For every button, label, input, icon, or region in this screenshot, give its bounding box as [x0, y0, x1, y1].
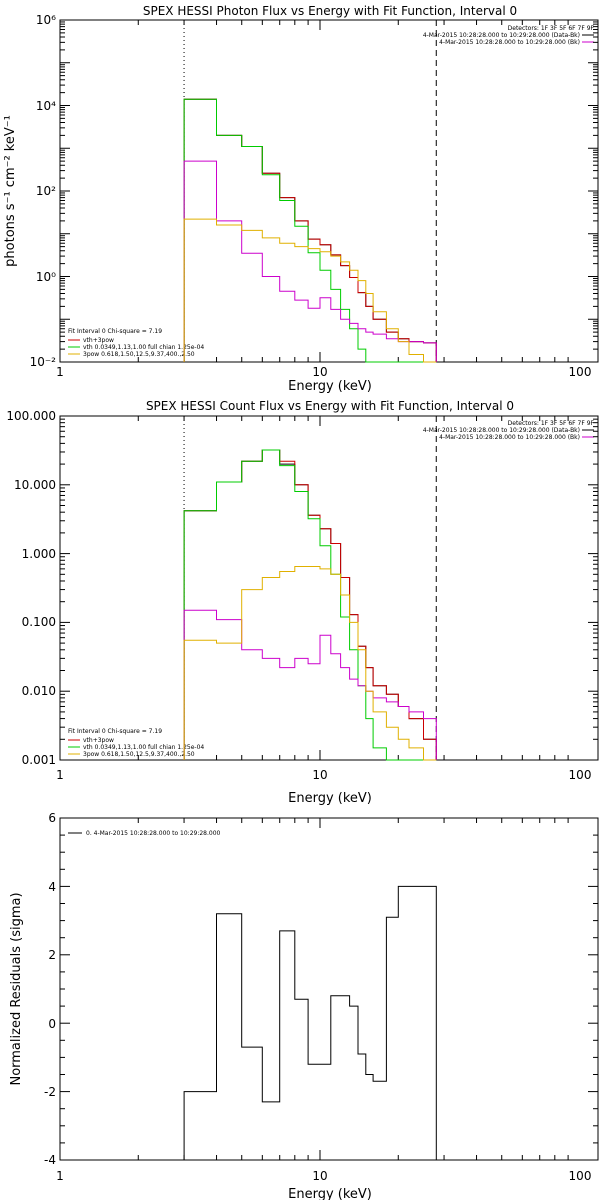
legend-entry: vth+3pow [83, 737, 114, 744]
y-tick-label: 10² [36, 184, 56, 198]
chart-title: SPEX HESSI Count Flux vs Energy with Fit… [146, 399, 514, 413]
y-tick-label: 6 [48, 811, 56, 825]
fit-legend: Fit Interval 0 Chi-square = 7.19 vth+3po… [68, 728, 204, 758]
x-tick-label: 10 [312, 1169, 327, 1183]
fit-legend: Fit Interval 0 Chi-square = 7.19 vth+3po… [68, 328, 204, 358]
x-tick-label: 100 [569, 1169, 592, 1183]
spectrum-series-2 [183, 449, 437, 761]
y-tick-label: 4 [48, 880, 56, 894]
y-tick-label: 10⁰ [36, 270, 56, 284]
legend-entry: 0. 4-Mar-2015 10:28:28.000 to 10:29:28.0… [86, 830, 221, 837]
spectrum-series-1 [183, 98, 437, 362]
y-tick-label: -2 [44, 1085, 56, 1099]
x-tick-label: 10 [312, 768, 327, 782]
x-tick-label: 1 [56, 768, 64, 782]
data-interval-text: 4-Mar-2015 10:28:28.000 to 10:29:28.000 … [423, 32, 580, 39]
spectrum-series-2 [183, 98, 437, 363]
x-axis-label: Energy (keV) [288, 791, 372, 806]
y-axis-label: Normalized Residuals (sigma) [9, 892, 24, 1085]
detectors-text: Detectors: 1F 3F 5F 6F 7F 9F [508, 420, 595, 427]
y-tick-label: 10.000 [14, 478, 56, 492]
y-tick-label: -4 [44, 1153, 56, 1167]
legend-entry: vth 0.0349,1.13,1.00 full chian 1.25e-04 [83, 344, 204, 351]
y-tick-label: 10⁶ [36, 13, 56, 27]
info-block: Detectors: 1F 3F 5F 6F 7F 9F 4-Mar-2015 … [423, 25, 595, 46]
y-tick-label: 0 [48, 1017, 56, 1031]
y-tick-label: 0.001 [22, 753, 56, 767]
chart-photon-flux: SPEX HESSI Photon Flux vs Energy with Fi… [3, 4, 599, 394]
spectrum-series-0 [183, 885, 437, 1160]
legend-entry: 3pow 0.618,1.50,12.5,9.37,400.,2.50 [83, 351, 195, 358]
legend-entry: vth 0.0349,1.13,1.00 full chian 1.25e-04 [83, 744, 204, 751]
chart-residuals: Energy (keV) Normalized Residuals (sigma… [9, 811, 599, 1200]
y-tick-label: 10⁻² [30, 355, 57, 369]
y-tick-label: 2 [48, 948, 56, 962]
x-tick-label: 10 [312, 365, 327, 379]
y-tick-label: 0.100 [22, 615, 56, 629]
chart-title: SPEX HESSI Photon Flux vs Energy with Fi… [143, 4, 517, 18]
x-tick-label: 1 [56, 365, 64, 379]
bk-interval-text: 4-Mar-2015 10:28:28.000 to 10:29:28.000 … [439, 434, 580, 441]
y-tick-label: 0.010 [22, 684, 56, 698]
fit-interval-text: Fit Interval 0 Chi-square = 7.19 [68, 728, 162, 735]
legend-entry: 3pow 0.618,1.50,12.5,9.37,400.,2.50 [83, 751, 195, 758]
plot-frame [59, 817, 599, 1161]
x-tick-label: 1 [56, 1169, 64, 1183]
detectors-text: Detectors: 1F 3F 5F 6F 7F 9F [508, 25, 595, 32]
x-tick-label: 100 [569, 365, 592, 379]
spectrum-series-4 [183, 566, 437, 761]
spectrum-series-0 [183, 98, 437, 362]
info-block: Detectors: 1F 3F 5F 6F 7F 9F 4-Mar-2015 … [423, 420, 595, 441]
y-tick-label: 1.000 [22, 547, 56, 561]
y-tick-label: 10⁴ [36, 99, 56, 113]
bk-interval-text: 4-Mar-2015 10:28:28.000 to 10:29:28.000 … [439, 39, 580, 46]
spectrum-series-3 [183, 609, 437, 760]
y-tick-label: 100.000 [6, 409, 56, 423]
plot-frame [59, 19, 599, 363]
y-axis-label: photons s⁻¹ cm⁻² keV⁻¹ [3, 115, 18, 267]
spectrum-series-4 [183, 218, 437, 363]
chart-count-flux: SPEX HESSI Count Flux vs Energy with Fit… [6, 399, 599, 806]
x-axis-label: Energy (keV) [288, 1187, 372, 1200]
x-axis-label: Energy (keV) [288, 379, 372, 394]
data-interval-text: 4-Mar-2015 10:28:28.000 to 10:29:28.000 … [423, 427, 580, 434]
fit-interval-text: Fit Interval 0 Chi-square = 7.19 [68, 328, 162, 335]
plot-frame [59, 415, 599, 761]
legend-entry: vth+3pow [83, 337, 114, 344]
spectrum-series-0 [183, 449, 437, 760]
spectrum-series-1 [183, 449, 437, 760]
x-tick-label: 100 [569, 768, 592, 782]
